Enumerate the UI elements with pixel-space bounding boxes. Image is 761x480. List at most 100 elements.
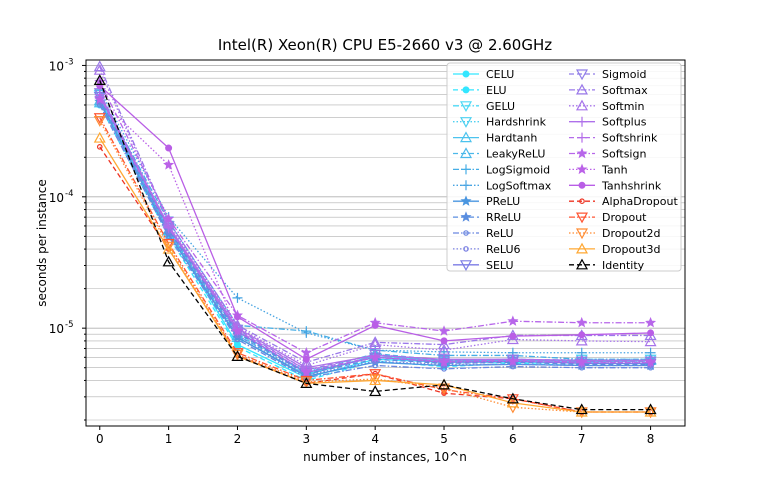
legend: CELU ELU GELU Hardshrink Hardtanh LeakyReLU Lo… xyxy=(446,62,682,272)
legend-marker-softmin xyxy=(575,99,589,111)
legend-marker-softmax xyxy=(575,83,589,95)
legend-label-dropout3d: Dropout3d xyxy=(602,243,660,256)
legend-marker-gelu xyxy=(459,101,473,113)
data-point-identity xyxy=(506,392,519,404)
legend-label-softmin: Softmin xyxy=(602,100,644,113)
legend-entry-rrelu: RReLU xyxy=(453,211,521,224)
legend-label-softplus: Softplus xyxy=(602,116,647,129)
legend-entry-softsign: Softsign xyxy=(569,148,646,161)
series-line-softmin xyxy=(99,69,651,367)
legend-entry-softmax: Softmax xyxy=(569,83,648,97)
legend-marker-dropout2d xyxy=(575,228,589,240)
y-tick-label-exponent: -5 xyxy=(65,320,73,330)
x-tick-label: 3 xyxy=(303,432,311,446)
x-tick-label: 4 xyxy=(371,432,379,446)
data-point-dropout xyxy=(300,375,313,387)
legend-entry-gelu: GELU xyxy=(453,100,515,113)
legend-entry-relu: ReLU xyxy=(453,227,514,240)
legend-label-celu: CELU xyxy=(486,68,514,81)
data-point-tanh xyxy=(438,356,450,367)
data-point-dropout3d xyxy=(162,242,175,254)
y-tick-label-base: 10 xyxy=(49,59,64,73)
legend-entry-softshrink: Softshrink xyxy=(569,132,658,145)
legend-entry-logsoftmax: LogSoftmax xyxy=(453,179,552,192)
data-point-identity xyxy=(231,350,244,361)
data-point-softsign xyxy=(576,316,588,328)
plot-area-frame xyxy=(85,59,686,427)
data-point-tanhshrink xyxy=(647,329,655,337)
legend-entry-dropout3d: Dropout3d xyxy=(569,242,660,256)
series-line-relu xyxy=(99,104,651,379)
data-point-tanhshrink xyxy=(509,332,517,340)
data-point-softmin xyxy=(644,335,657,347)
legend-entry-hardtanh: Hardtanh xyxy=(453,131,537,145)
series-tanhshrink xyxy=(96,82,655,363)
legend-label-sigmoid: Sigmoid xyxy=(602,68,647,81)
series-line-logsoftmax xyxy=(99,89,651,354)
data-point-tanh xyxy=(231,325,243,336)
data-point-tanhshrink xyxy=(578,331,586,339)
data-point-softmax xyxy=(369,336,382,347)
legend-marker-softplus xyxy=(577,116,587,127)
legend-label-leakyrelu: LeakyReLU xyxy=(486,148,545,161)
legend-entry-softplus: Softplus xyxy=(569,116,647,129)
legend-marker-celu xyxy=(462,70,470,78)
legend-label-rrelu: RReLU xyxy=(486,211,521,224)
legend-label-hardshrink: Hardshrink xyxy=(486,116,547,129)
x-tick-label: 2 xyxy=(234,432,242,446)
legend-label-alphadropout: AlphaDropout xyxy=(602,195,678,208)
series-line-dropout3d xyxy=(99,137,651,413)
legend-label-identity: Identity xyxy=(602,259,645,272)
legend-label-softshrink: Softshrink xyxy=(602,132,658,145)
data-point-softshrink xyxy=(163,222,174,233)
data-point-identity xyxy=(93,74,106,85)
data-point-dropout2d xyxy=(93,116,106,127)
legend-label-softsign: Softsign xyxy=(602,148,646,161)
legend-label-selu: SELU xyxy=(486,259,514,272)
data-point-identity xyxy=(300,377,313,388)
legend-label-prelu: PReLU xyxy=(486,195,520,208)
data-point-identity xyxy=(369,385,382,397)
legend-marker-alphadropout xyxy=(579,198,585,205)
legend-entry-dropout: Dropout xyxy=(569,211,647,224)
y-tick-label: 10 -5 xyxy=(49,320,74,336)
data-point-dropout xyxy=(93,113,106,124)
data-point-dropout3d xyxy=(369,374,382,386)
legend-label-tanh: Tanh xyxy=(601,163,628,176)
x-tick-label: 1 xyxy=(165,432,173,446)
legend-label-logsoftmax: LogSoftmax xyxy=(486,179,552,192)
data-point-dropout xyxy=(438,385,451,396)
legend-entry-leakyrelu: LeakyReLU xyxy=(453,147,545,161)
legend-entry-logsigmoid: LogSigmoid xyxy=(453,163,550,176)
legend-marker-elu xyxy=(462,86,470,94)
legend-label-relu: ReLU xyxy=(486,227,514,240)
series-tanh xyxy=(94,93,657,378)
legend-marker-softshrink xyxy=(577,132,587,143)
data-point-softsign xyxy=(300,346,312,358)
legend-entry-prelu: PReLU xyxy=(453,195,520,208)
series-line-tanh xyxy=(99,99,651,374)
data-point-softmin xyxy=(369,338,382,350)
data-point-softsign xyxy=(438,325,450,336)
data-point-tanh xyxy=(300,366,312,378)
legend-marker-leakyrelu xyxy=(459,147,473,159)
legend-label-tanhshrink: Tanhshrink xyxy=(601,179,662,192)
data-point-tanh xyxy=(507,355,519,366)
data-point-identity xyxy=(644,403,657,415)
legend-marker-logsoftmax xyxy=(461,180,471,191)
data-point-tanh xyxy=(369,351,381,363)
series-line-dropout xyxy=(99,117,651,413)
legend-marker-softsign xyxy=(576,147,588,159)
data-point-dropout2d xyxy=(162,241,175,253)
legend-marker-relu xyxy=(463,230,469,236)
series-line-leakyrelu xyxy=(99,100,651,374)
legend-marker-selu xyxy=(459,260,473,272)
legend-entry-dropout2d: Dropout2d xyxy=(569,227,660,240)
x-tick-label: 5 xyxy=(440,432,448,446)
y-tick-label: 10 -4 xyxy=(49,189,74,205)
data-point-dropout3d xyxy=(575,405,588,417)
legend-marker-dropout3d xyxy=(575,242,589,254)
y-tick-label-exponent: -3 xyxy=(65,57,73,67)
data-point-identity xyxy=(575,403,588,415)
data-point-dropout3d xyxy=(644,405,657,417)
